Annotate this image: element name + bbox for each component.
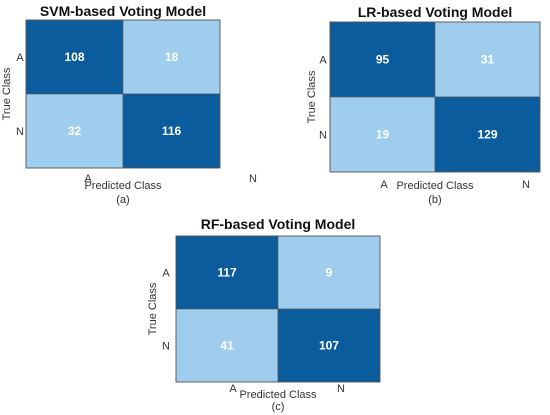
cell-value: 129 bbox=[477, 128, 497, 142]
matrix-border bbox=[329, 21, 541, 173]
x-axis-title: Predicted Class bbox=[239, 389, 317, 401]
x-tick-label: N bbox=[249, 173, 257, 185]
cell-value: 116 bbox=[162, 124, 182, 138]
cell-value: 117 bbox=[217, 266, 237, 280]
chart-title: LR-based Voting Model bbox=[358, 4, 513, 20]
x-tick-label: N bbox=[522, 179, 530, 191]
y-axis-title: True Class bbox=[1, 67, 13, 120]
y-tick-label: N bbox=[162, 341, 170, 353]
cell-value: 108 bbox=[64, 50, 84, 64]
y-tick-label: A bbox=[319, 55, 327, 67]
cell-value: 32 bbox=[68, 124, 82, 138]
subfigure-caption: (c) bbox=[272, 401, 285, 413]
chart-title: SVM-based Voting Model bbox=[40, 3, 206, 19]
matrix-cell bbox=[25, 93, 124, 169]
matrix-border bbox=[175, 235, 381, 383]
y-tick-label: N bbox=[319, 130, 327, 142]
x-tick-label: N bbox=[337, 383, 345, 395]
chart-title: RF-based Voting Model bbox=[201, 216, 356, 232]
cell-value: 41 bbox=[220, 339, 234, 353]
y-axis-title: True Class bbox=[306, 70, 318, 123]
x-tick-label: A bbox=[380, 179, 388, 191]
y-tick-label: A bbox=[162, 268, 170, 280]
matrix-cell bbox=[434, 21, 541, 98]
cell-value: 95 bbox=[376, 53, 390, 67]
matrix-cell bbox=[277, 235, 381, 310]
subfigure-caption: (b) bbox=[428, 194, 441, 206]
y-tick-label: A bbox=[16, 52, 24, 64]
x-tick-label: A bbox=[229, 383, 237, 395]
x-tick-label: A bbox=[84, 173, 92, 185]
x-axis-title: Predicted Class bbox=[396, 180, 474, 192]
y-axis-title: True Class bbox=[147, 282, 159, 335]
matrix-cell bbox=[277, 308, 381, 383]
matrix-border bbox=[25, 19, 221, 169]
x-axis-title: Predicted Class bbox=[84, 180, 162, 192]
cell-value: 107 bbox=[319, 339, 339, 353]
y-tick-label: N bbox=[16, 126, 24, 138]
matrix-cell bbox=[329, 96, 436, 173]
cell-value: 9 bbox=[326, 266, 333, 280]
matrix-cell bbox=[122, 19, 221, 95]
matrix-cell bbox=[434, 96, 541, 173]
cell-value: 18 bbox=[165, 50, 179, 64]
subfigure-caption: (a) bbox=[116, 194, 129, 206]
matrix-cell bbox=[25, 19, 124, 95]
matrix-cell bbox=[122, 93, 221, 169]
cell-value: 31 bbox=[481, 53, 495, 67]
cell-value: 19 bbox=[376, 128, 390, 142]
